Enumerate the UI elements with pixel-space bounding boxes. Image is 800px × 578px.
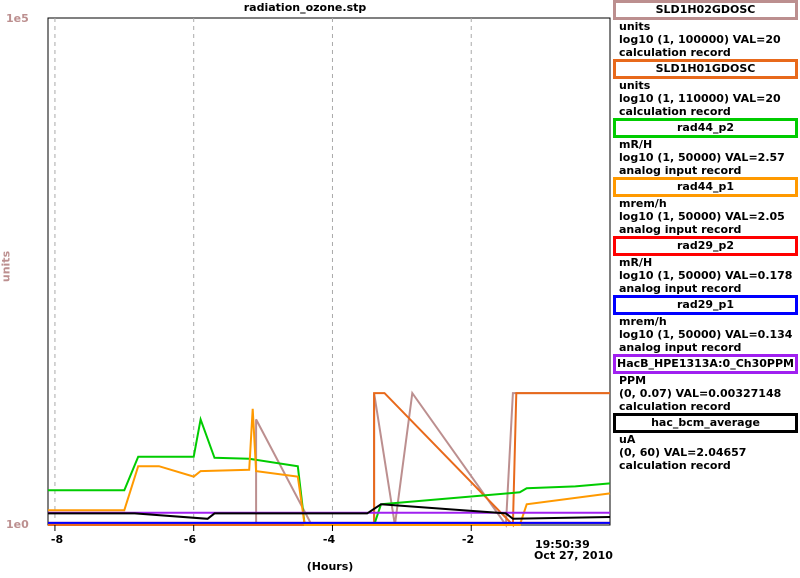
legend-swatch[interactable]: SLD1H02GDOSC	[613, 0, 798, 20]
legend-type: calculation record	[619, 459, 731, 472]
y-tick-label-top: 1e5	[6, 12, 29, 25]
legend-entry[interactable]: HacB_HPE1313A:0_Ch30PPM PPM (0, 0.07) VA…	[613, 354, 800, 413]
legend-entry[interactable]: hac_bcm_average uA (0, 60) VAL=2.04657 c…	[613, 413, 800, 472]
legend-units: mR/H	[619, 256, 653, 269]
legend-type: analog input record	[619, 164, 742, 177]
legend-entry[interactable]: SLD1H01GDOSC units log10 (1, 110000) VAL…	[613, 59, 800, 118]
legend-swatch[interactable]: rad44_p1	[613, 177, 798, 197]
end-date-label: Oct 27, 2010	[534, 549, 613, 562]
axis-ticks	[54, 525, 472, 531]
legend-type: calculation record	[619, 105, 731, 118]
x-tick-label: -4	[322, 533, 336, 546]
legend-range: log10 (1, 50000) VAL=2.57	[619, 151, 785, 164]
y-axis-label: units	[0, 250, 13, 283]
legend-type: calculation record	[619, 400, 731, 413]
legend-units: units	[619, 20, 651, 33]
plot-area[interactable]	[0, 0, 612, 578]
legend-range: log10 (1, 50000) VAL=0.178	[619, 269, 793, 282]
legend-units: mrem/h	[619, 197, 667, 210]
legend-units: PPM	[619, 374, 647, 387]
legend-swatch[interactable]: rad29_p2	[613, 236, 798, 256]
legend-units: mrem/h	[619, 315, 667, 328]
y-tick-label-bottom: 1e0	[6, 518, 29, 531]
series-lines	[48, 390, 611, 528]
legend-range: log10 (1, 50000) VAL=0.134	[619, 328, 793, 341]
legend-swatch[interactable]: HacB_HPE1313A:0_Ch30PPM	[613, 354, 798, 374]
series-line-hac-bcm-average	[48, 503, 611, 520]
legend-range: (0, 60) VAL=2.04657	[619, 446, 747, 459]
legend-entry[interactable]: rad44_p1 mrem/h log10 (1, 50000) VAL=2.0…	[613, 177, 800, 236]
legend-type: analog input record	[619, 223, 742, 236]
legend-units: uA	[619, 433, 636, 446]
legend: SLD1H02GDOSC units log10 (1, 100000) VAL…	[613, 0, 800, 472]
legend-swatch[interactable]: hac_bcm_average	[613, 413, 798, 433]
legend-type: analog input record	[619, 282, 742, 295]
x-tick-label: -2	[461, 533, 475, 546]
x-tick-label: -6	[183, 533, 197, 546]
plot-frame	[47, 17, 611, 526]
legend-units: mR/H	[619, 138, 653, 151]
legend-range: log10 (1, 100000) VAL=20	[619, 33, 781, 46]
legend-swatch[interactable]: SLD1H01GDOSC	[613, 59, 798, 79]
legend-type: analog input record	[619, 341, 742, 354]
legend-entry[interactable]: rad44_p2 mR/H log10 (1, 50000) VAL=2.57 …	[613, 118, 800, 177]
legend-range: (0, 0.07) VAL=0.00327148	[619, 387, 782, 400]
end-time-label: 19:50:39	[535, 538, 590, 551]
series-line-rad44-p1	[48, 408, 611, 526]
x-axis-label: (Hours)	[306, 560, 354, 573]
legend-swatch[interactable]: rad29_p1	[613, 295, 798, 315]
legend-type: calculation record	[619, 46, 731, 59]
legend-range: log10 (1, 50000) VAL=2.05	[619, 210, 785, 223]
legend-entry[interactable]: rad29_p1 mrem/h log10 (1, 50000) VAL=0.1…	[613, 295, 800, 354]
chart-title: radiation_ozone.stp	[243, 1, 367, 14]
series-line-rad44-p2	[48, 415, 611, 526]
legend-entry[interactable]: SLD1H02GDOSC units log10 (1, 100000) VAL…	[613, 0, 800, 59]
legend-swatch[interactable]: rad44_p2	[613, 118, 798, 138]
legend-entry[interactable]: rad29_p2 mR/H log10 (1, 50000) VAL=0.178…	[613, 236, 800, 295]
legend-range: log10 (1, 110000) VAL=20	[619, 92, 781, 105]
legend-units: units	[619, 79, 651, 92]
x-tick-label: -8	[50, 533, 64, 546]
